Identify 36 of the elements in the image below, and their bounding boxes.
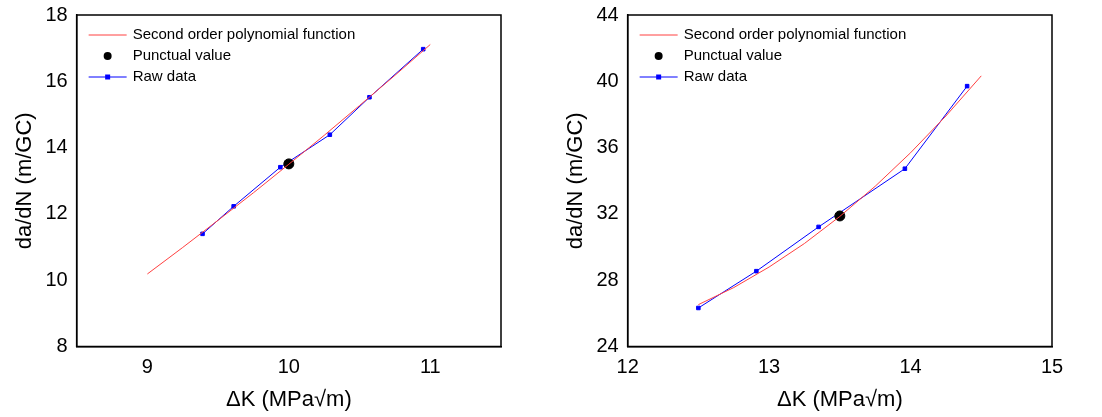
x-tick-label: 12	[616, 355, 639, 378]
legend-label: Raw data	[683, 67, 748, 85]
point	[964, 83, 970, 89]
y-tick-label: 18	[45, 2, 68, 25]
point	[696, 305, 701, 311]
y-tick-label: 32	[596, 201, 619, 224]
y-axis-title: da/dN (m/GC)	[11, 112, 37, 250]
point	[902, 166, 908, 171]
x-tick-label: 15	[1040, 355, 1064, 378]
x-tick-label: 10	[277, 355, 300, 378]
y-tick-label: 40	[596, 68, 619, 91]
legend-label: Second order polynomial function	[683, 25, 907, 43]
x-axis-title: ΔK (MPa√m)	[225, 385, 352, 411]
x-tick-label: 11	[419, 355, 441, 378]
y-tick-label: 24	[596, 334, 619, 357]
y-tick-label: 8	[56, 334, 68, 357]
y-tick-label: 10	[45, 267, 68, 290]
y-tick-label: 36	[596, 135, 619, 158]
point	[816, 224, 821, 230]
point	[754, 268, 759, 274]
point	[278, 164, 283, 170]
y-axis-title: da/dN (m/GC)	[562, 112, 588, 250]
y-tick-label: 44	[596, 2, 619, 25]
y-tick-label: 14	[45, 135, 68, 158]
x-axis-title: ΔK (MPa√m)	[776, 385, 903, 411]
x-tick-label: 13	[757, 355, 781, 378]
point	[327, 132, 333, 137]
y-tick-label: 12	[45, 201, 68, 224]
x-tick-label: 14	[899, 355, 922, 378]
y-tick-label: 16	[45, 68, 68, 91]
legend-label: Second order polynomial function	[132, 25, 356, 43]
y-tick-label: 28	[596, 267, 619, 290]
legend-label: Punctual value	[132, 46, 232, 64]
x-tick-label: 9	[141, 355, 153, 378]
legend-label: Punctual value	[683, 46, 783, 64]
legend-label: Raw data	[132, 67, 197, 85]
